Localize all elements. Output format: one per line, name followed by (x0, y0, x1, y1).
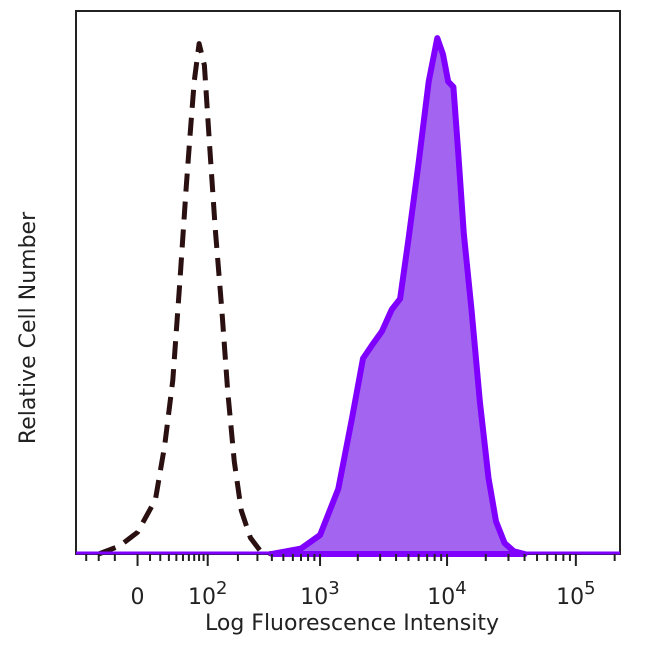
x-tick-label: 103 (300, 578, 339, 610)
x-tick-label: 0 (131, 585, 145, 610)
x-tick-label: 102 (188, 578, 227, 610)
x-axis: 0 102 103 104 105 (85, 554, 616, 610)
x-tick-label: 105 (556, 578, 595, 610)
stained-histogram (268, 35, 528, 557)
series-layer (76, 35, 620, 557)
y-axis-title: Relative Cell Number (16, 211, 41, 444)
control-histogram (97, 41, 273, 557)
x-tick-label: 104 (427, 578, 466, 610)
x-axis-title: Log Fluorescence Intensity (205, 611, 499, 636)
